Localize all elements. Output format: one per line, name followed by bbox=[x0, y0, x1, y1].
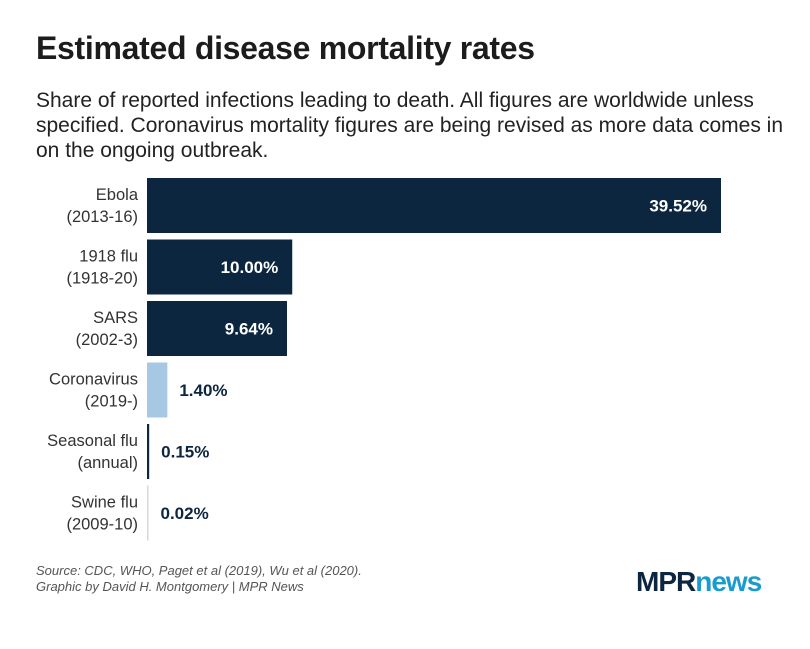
logo-mpr: MPR bbox=[636, 566, 696, 597]
category-label: Swine flu bbox=[71, 494, 138, 512]
bar-1 bbox=[147, 239, 293, 295]
chart-title: Estimated disease mortality rates bbox=[36, 30, 535, 66]
category-label: (2002-3) bbox=[76, 331, 138, 349]
category-label: Ebola bbox=[96, 186, 139, 204]
bar-5 bbox=[147, 485, 149, 541]
data-label: 9.64% bbox=[225, 320, 273, 339]
category-label: (1918-20) bbox=[66, 270, 138, 288]
bar-3 bbox=[147, 362, 168, 418]
data-label: 1.40% bbox=[179, 381, 227, 400]
category-label: 1918 flu bbox=[79, 248, 138, 266]
category-label: Seasonal flu bbox=[47, 432, 138, 450]
credit-text: Graphic by David H. Montgomery | MPR New… bbox=[36, 579, 304, 594]
category-label: (2009-10) bbox=[66, 516, 138, 534]
data-label: 10.00% bbox=[221, 258, 279, 277]
mpr-news-logo: MPRnews bbox=[636, 566, 762, 598]
bar-0 bbox=[147, 178, 721, 233]
category-label: SARS bbox=[93, 309, 138, 327]
bar-4 bbox=[147, 424, 150, 479]
data-label: 0.15% bbox=[161, 443, 209, 462]
bar-2 bbox=[147, 301, 288, 356]
logo-news: news bbox=[695, 566, 762, 597]
chart-subtitle: Share of reported infections leading to … bbox=[36, 89, 784, 162]
category-label: (annual) bbox=[77, 454, 138, 472]
source-note: Source: CDC, WHO, Paget et al (2019), Wu… bbox=[36, 563, 362, 595]
data-label: 0.02% bbox=[161, 504, 209, 523]
category-label: (2013-16) bbox=[66, 208, 138, 226]
category-label: (2019-) bbox=[85, 393, 138, 411]
data-label: 39.52% bbox=[649, 197, 707, 216]
category-label: Coronavirus bbox=[49, 371, 138, 389]
source-text: Source: CDC, WHO, Paget et al (2019), Wu… bbox=[36, 563, 362, 578]
